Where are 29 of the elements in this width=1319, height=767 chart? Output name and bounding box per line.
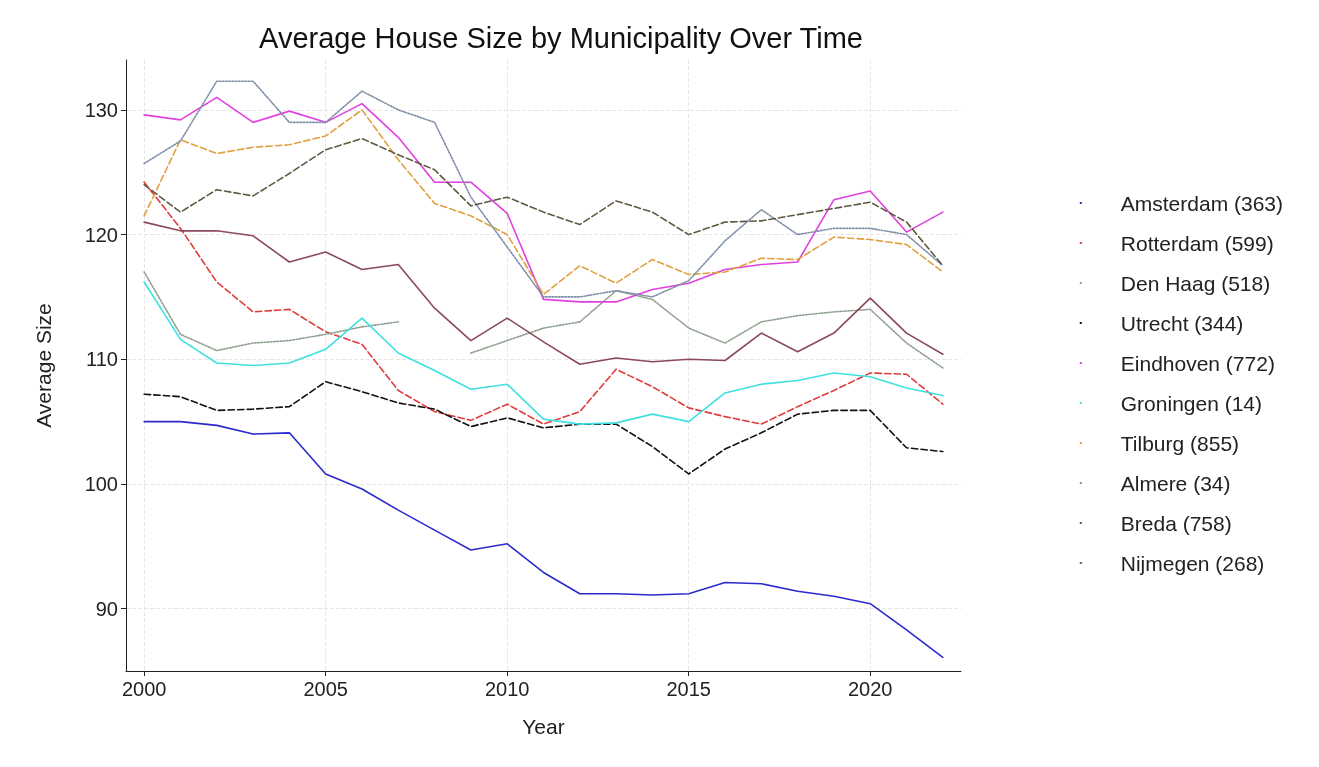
y-tick-label: 100 [84, 472, 118, 495]
y-tick-label: 120 [84, 223, 118, 246]
legend-label: Groningen (14) [1120, 391, 1263, 415]
x-tick-label: 2000 [121, 678, 167, 700]
legend-label: Amsterdam (363) [1120, 191, 1283, 215]
line-series [143, 221, 944, 366]
line-series [143, 281, 944, 425]
x-tick-label: 2020 [847, 678, 893, 700]
legend-label: Breda (758) [1120, 511, 1232, 535]
line-series [143, 137, 944, 267]
line-series [143, 420, 944, 659]
chart-title: Average House Size by Municipality Over Time [259, 21, 863, 54]
legend-label: Nijmegen (268) [1120, 551, 1265, 575]
line-series [143, 380, 944, 475]
x-tick-label: 2015 [666, 678, 711, 700]
y-tick-label: 130 [84, 98, 118, 121]
legend-label: Eindhoven (772) [1120, 351, 1275, 375]
y-tick-label: 110 [86, 348, 118, 371]
legend-label: Tilburg (855) [1120, 431, 1240, 455]
x-tick-label: 2005 [303, 678, 348, 700]
legend-label: Almere (34) [1120, 471, 1231, 495]
x-tick-label: 2010 [484, 678, 530, 700]
y-tick-label: 90 [95, 597, 118, 620]
line-series [143, 181, 944, 425]
y-axis-title: Average Size [32, 303, 55, 428]
legend-label: Utrecht (344) [1120, 311, 1244, 335]
legend-label: Den Haag (518) [1120, 271, 1271, 295]
legend-label: Rotterdam (599) [1120, 231, 1274, 255]
x-axis-title: Year [522, 715, 565, 738]
